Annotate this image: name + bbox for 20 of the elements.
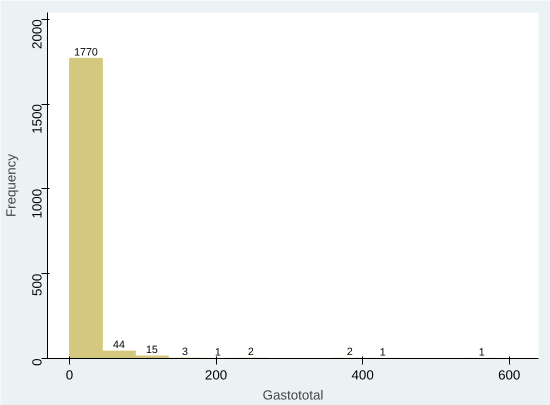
y-axis-title: Frequency — [4, 154, 18, 217]
data-label: 15 — [146, 344, 158, 356]
y-tick-label: 0 — [30, 358, 44, 366]
x-tick-label: 400 — [352, 368, 374, 382]
x-tick-label: 200 — [204, 368, 228, 382]
x-tick-label: 600 — [498, 368, 520, 382]
x-tick-label: 0 — [66, 368, 74, 382]
x-axis-title: Gastototal — [262, 388, 324, 402]
y-tick-label: 2000 — [30, 19, 44, 49]
data-label: 44 — [113, 339, 125, 352]
y-tick-label: 1000 — [30, 188, 44, 219]
data-label: 1 — [478, 346, 485, 358]
y-tick-label: 500 — [30, 274, 44, 296]
data-label: 2 — [346, 346, 353, 358]
data-label: 3 — [182, 346, 188, 358]
data-label: 1 — [380, 346, 386, 358]
data-label: 1 — [214, 346, 221, 358]
y-tick-label: 1500 — [30, 104, 44, 134]
data-label: 2 — [248, 346, 254, 358]
data-label: 1770 — [74, 46, 98, 58]
